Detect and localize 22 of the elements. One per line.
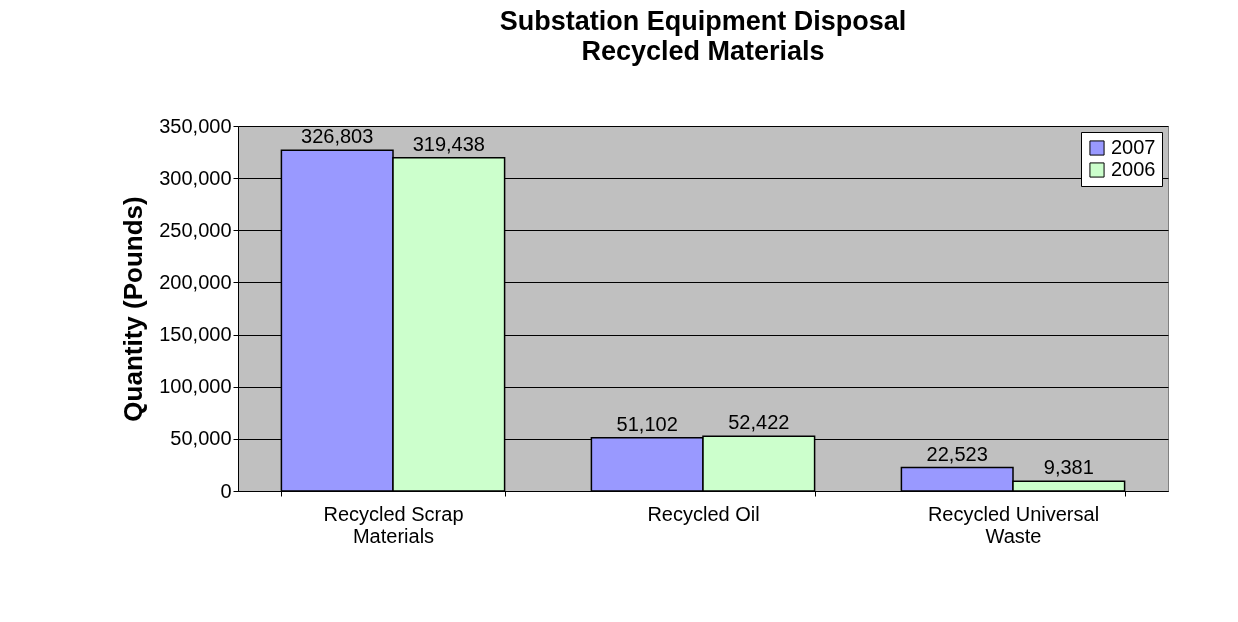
chart-title: Substation Equipment Disposal xyxy=(499,6,907,36)
y-tick-label: 300,000 xyxy=(159,166,232,189)
y-axis-title: Quantity (Pounds) xyxy=(118,196,149,422)
legend-label: 2006 xyxy=(1111,158,1156,180)
y-tick-label: 250,000 xyxy=(159,218,232,241)
y-tick-label: 100,000 xyxy=(159,375,232,398)
y-tick-label: 200,000 xyxy=(159,270,232,293)
data-label: 326,803 xyxy=(301,125,374,148)
x-tick-label: Recycled Oil xyxy=(647,502,760,525)
y-tick-label: 350,000 xyxy=(159,114,232,137)
chart-subtitle: Recycled Materials xyxy=(581,36,825,66)
x-tick-label: Recycled Scrap Materials xyxy=(323,502,464,547)
x-tick-label: Recycled Universal Waste xyxy=(927,502,1100,547)
data-label: 9,381 xyxy=(1043,456,1094,479)
data-label: 319,438 xyxy=(412,132,485,155)
data-label: 22,523 xyxy=(926,442,988,465)
legend-label: 2007 xyxy=(1111,136,1156,158)
data-label: 52,422 xyxy=(728,411,790,434)
y-tick-label: 150,000 xyxy=(159,323,232,346)
data-label: 51,102 xyxy=(616,412,678,435)
y-tick-label: 0 xyxy=(220,479,232,502)
y-tick-label: 50,000 xyxy=(170,427,232,450)
